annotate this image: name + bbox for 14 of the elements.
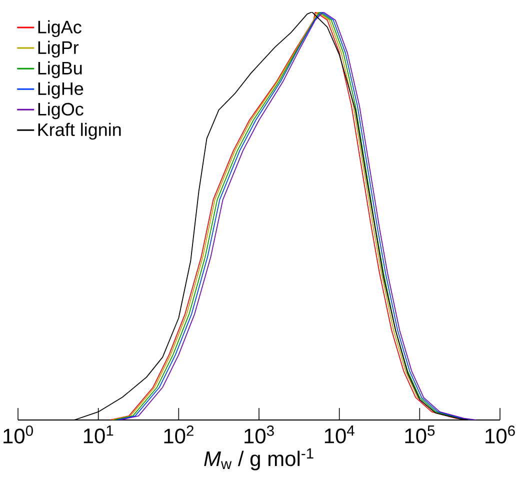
x-tick-label: 10$^{2}$	[164, 426, 194, 444]
legend-label: Kraft lignin	[38, 122, 121, 140]
legend-label: LigHe	[38, 82, 84, 99]
legend-label: LigAc	[38, 20, 82, 38]
legend-label: LigOc	[38, 102, 84, 120]
x-axis-title: M$_{w}$ / g mol$^{-1}$	[204, 448, 314, 470]
x-tick-label: 10$^{5}$	[405, 426, 435, 444]
x-tick-label: 10$^{1}$	[84, 426, 114, 444]
x-tick-label: 10$^{6}$	[486, 426, 515, 444]
x-tick-label: 10$^{0}$	[4, 426, 33, 444]
x-tick-label: 10$^{4}$	[324, 426, 354, 444]
x-tick-label: 10$^{3}$	[244, 426, 274, 444]
legend-label: LigBu	[38, 61, 82, 78]
legend-label: LigPr	[38, 40, 79, 58]
